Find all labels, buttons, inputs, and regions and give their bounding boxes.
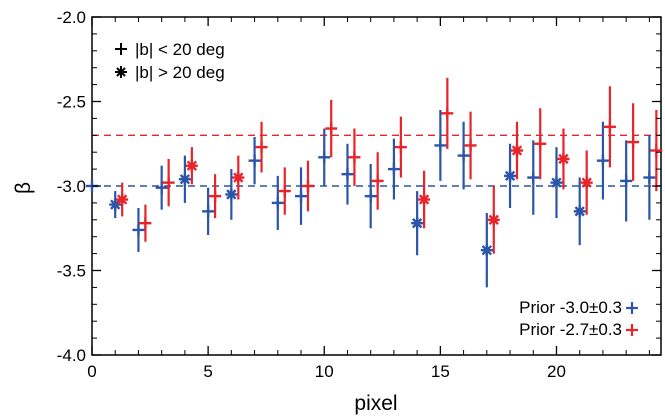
plus-marker-s0-10 [318,151,331,164]
plus-marker-s0-7 [248,154,261,167]
legend-series-red-symbol [626,324,638,336]
asterisk-marker-s0-14 [411,217,424,230]
prior-legend: Prior -3.0±0.3 Prior -2.7±0.3 [519,298,638,339]
axis-ticks [91,16,661,356]
asterisk-marker-s0-1 [109,198,122,211]
plus-marker-s1-7 [278,185,291,198]
asterisk-marker-s0-21 [573,205,586,218]
y-tick-label: -2.5 [57,93,86,112]
y-tick-label: -2.0 [57,8,86,27]
x-axis-label: pixel [354,392,397,415]
plus-marker-s1-15 [464,139,477,152]
plus-marker-s0-15 [434,139,447,152]
error-bars [114,77,658,288]
plus-marker-s1-10 [348,151,361,164]
plus-marker-s0-3 [155,181,168,194]
legend-asterisk-label: |b| > 20 deg [135,63,225,82]
plus-marker-s1-2 [162,176,175,189]
x-tick-label: 5 [203,362,212,381]
plus-marker-s0-12 [364,190,377,203]
legend-asterisk-symbol [115,66,127,78]
asterisk-marker-s0-20 [550,176,563,189]
plus-marker-s1-4 [209,190,222,203]
plus-marker-s1-21 [603,120,616,133]
plus-marker-s0-23 [620,174,633,187]
plus-marker-s1-22 [627,136,640,149]
asterisk-marker-s1-3 [185,159,198,172]
plus-marker-s0-24 [643,171,656,184]
x-tick-label: 15 [431,362,450,381]
y-tick-label: -4.0 [57,346,86,365]
y-tick-label: -3.0 [57,177,86,196]
plus-marker-s0-22 [596,154,609,167]
plus-marker-s0-19 [527,171,540,184]
plus-marker-s1-12 [394,141,407,154]
plus-marker-s1-6 [255,141,268,154]
asterisk-marker-s1-16 [487,213,500,226]
prior-lines [92,134,661,187]
asterisk-marker-s1-5 [232,171,245,184]
plus-marker-s0-8 [271,196,284,209]
legend-plus-label: |b| < 20 deg [135,40,225,59]
asterisk-marker-s1-20 [580,176,593,189]
legend-series-red: Prior -2.7±0.3 [519,320,622,339]
legend-series-blue: Prior -3.0±0.3 [519,298,622,317]
asterisk-marker-s0-4 [178,173,191,186]
asterisk-marker-s1-19 [557,152,570,165]
plus-marker-s1-8 [301,180,314,192]
y-tick-label: -3.5 [57,262,86,281]
plus-marker-s0-2 [132,223,145,236]
plus-marker-s1-1 [139,217,152,230]
asterisk-marker-s0-6 [225,188,238,201]
asterisk-marker-s0-17 [480,244,493,257]
plus-marker-s1-11 [371,174,384,187]
plus-marker-s1-9 [325,122,338,135]
asterisk-marker-s1-17 [511,144,524,157]
data-markers [86,107,663,257]
x-tick-label: 10 [315,362,334,381]
plus-marker-s0-9 [295,190,308,203]
plus-marker-s0-11 [341,168,354,181]
asterisk-marker-s1-13 [418,193,431,206]
marker-legend: |b| < 20 deg |b| > 20 deg [115,40,225,82]
plus-marker-s0-5 [202,205,215,218]
x-tick-label: 20 [547,362,566,381]
plus-marker-s0-16 [457,149,470,162]
asterisk-marker-s1-0 [116,193,129,206]
asterisk-marker-s0-18 [504,169,517,182]
legend-series-blue-symbol [626,302,638,314]
tick-labels: 0 5 10 15 20 -2.0 -2.5 -3.0 -3.5 -4.0 [57,8,566,381]
plus-marker-s1-23 [650,144,663,157]
legend-plus-symbol [115,43,127,55]
plus-marker-s1-14 [441,107,454,120]
y-axis-label: β [12,182,35,194]
plus-marker-s1-18 [534,137,547,150]
plus-marker-s0-13 [387,163,400,176]
x-tick-label: 0 [87,362,96,381]
